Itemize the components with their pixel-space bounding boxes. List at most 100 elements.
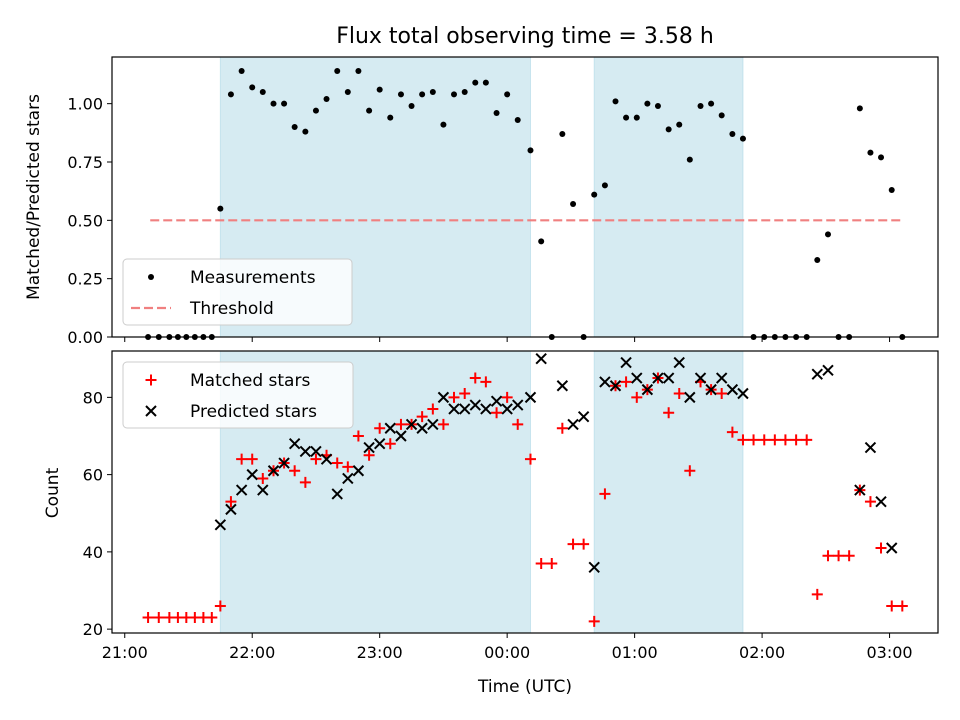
bottom-matched-point	[620, 376, 632, 388]
bottom-predicted-point	[458, 403, 471, 415]
top-measurement-point	[344, 89, 351, 95]
top-measurement-point	[570, 201, 577, 207]
top-y-axis-label: Matched/Predicted stars	[24, 94, 44, 300]
bottom-panel: 20 40 60 80 21:00 22:00 23:00 00:00 01:00 02:00 03…	[83, 350, 939, 662]
top-measurement-point	[538, 238, 545, 245]
top-measurement-point	[697, 103, 704, 109]
bottom-matched-point	[512, 418, 524, 430]
bottom-predicted-point	[437, 391, 450, 404]
top-measurement-point	[238, 68, 245, 74]
bottom-predicted-point	[524, 391, 537, 404]
top-legend-label: Measurements	[190, 268, 316, 288]
x-tick-label: 01:00	[612, 643, 658, 662]
bottom-matched-point	[875, 542, 887, 554]
bottom-matched-point	[427, 403, 439, 415]
bottom-matched-point	[491, 407, 503, 419]
top-measurement-point	[644, 100, 651, 107]
bottom-predicted-point	[320, 453, 333, 465]
top-measurement-point	[718, 112, 725, 119]
bottom-matched-point	[395, 418, 407, 430]
top-measurement-point	[312, 107, 319, 114]
top-y-tick-label: 0.50	[67, 211, 103, 230]
bottom-predicted-point	[257, 484, 269, 496]
chart-title: Flux total observing time = 3.58 h	[336, 24, 714, 49]
top-measurement-point	[429, 89, 436, 95]
top-measurement-point	[591, 191, 598, 198]
bottom-y-tick-label: 80	[83, 388, 103, 407]
top-legend	[122, 258, 353, 326]
bottom-predicted-point	[662, 372, 675, 384]
top-measurement-point	[323, 96, 330, 102]
top-measurement-point	[729, 131, 736, 137]
bottom-predicted-point	[235, 484, 248, 496]
bottom-matched-point	[726, 426, 738, 438]
bottom-matched-point	[384, 438, 396, 450]
top-measurement-point	[366, 107, 373, 114]
bottom-matched-point	[556, 422, 568, 434]
bottom-matched-point	[142, 612, 154, 624]
bottom-predicted-point	[490, 395, 503, 407]
top-measurement-point	[601, 182, 608, 189]
bottom-predicted-point	[886, 542, 898, 554]
top-measurement-point	[397, 91, 404, 98]
bottom-matched-point	[289, 465, 301, 477]
bottom-matched-point	[684, 465, 696, 477]
bottom-predicted-point	[395, 430, 407, 442]
top-measurement-point	[856, 105, 863, 112]
bottom-matched-point	[206, 612, 218, 624]
top-y-tick-label: 1.00	[67, 95, 103, 114]
x-tick-label: 00:00	[484, 643, 530, 662]
bottom-matched-point	[546, 557, 558, 569]
bottom-matched-point	[480, 376, 492, 388]
bottom-predicted-point	[737, 387, 749, 400]
top-measurement-point	[708, 100, 715, 107]
top-y-tick-label: 0.25	[67, 270, 103, 289]
bottom-predicted-point	[599, 376, 611, 388]
bottom-predicted-point	[405, 418, 418, 431]
top-measurement-point	[302, 128, 309, 135]
top-measurement-point	[259, 89, 266, 95]
bottom-matched-point	[663, 407, 675, 419]
top-y-tick-label: 0.75	[67, 153, 103, 172]
top-legend-marker-dot	[148, 274, 154, 280]
bottom-y-tick-label: 60	[83, 466, 103, 485]
bottom-predicted-point	[278, 457, 290, 469]
bottom-matched-point	[843, 550, 855, 562]
top-measurement-point	[217, 205, 224, 212]
top-measurement-point	[665, 126, 672, 133]
bottom-predicted-point	[620, 356, 632, 369]
top-measurement-point	[334, 68, 341, 74]
bottom-matched-point	[567, 538, 579, 550]
bottom-predicted-point	[214, 519, 227, 531]
bottom-matched-point	[886, 600, 898, 612]
top-measurement-point	[408, 103, 415, 109]
top-measurement-point	[355, 68, 362, 74]
top-measurement-point	[686, 156, 693, 163]
bottom-legend	[122, 361, 354, 429]
top-measurement-point	[461, 89, 468, 95]
top-measurement-point	[227, 91, 234, 98]
x-tick-label: 22:00	[229, 643, 275, 662]
top-measurement-point	[559, 131, 566, 137]
top-measurement-point	[623, 114, 630, 121]
top-measurement-point	[814, 257, 821, 263]
bottom-predicted-point	[567, 418, 579, 431]
bottom-matched-point	[236, 453, 248, 465]
bottom-axes-frame	[111, 350, 939, 634]
x-axis-label: Time (UTC)	[477, 677, 572, 697]
top-measurement-point	[376, 86, 383, 93]
bottom-matched-point	[501, 391, 513, 403]
bottom-predicted-point	[631, 372, 643, 384]
bottom-matched-point	[374, 422, 386, 434]
bottom-matched-point	[437, 418, 449, 430]
bottom-predicted-point	[641, 383, 654, 396]
bottom-predicted-point	[694, 372, 707, 384]
bottom-matched-point	[716, 387, 728, 399]
top-measurement-point	[270, 100, 277, 107]
top-measurement-point	[450, 91, 457, 98]
bottom-predicted-point	[331, 488, 343, 500]
bottom-matched-point	[214, 600, 226, 612]
bottom-predicted-point	[363, 441, 375, 454]
bottom-matched-point	[524, 453, 536, 465]
bottom-matched-point	[246, 453, 258, 465]
